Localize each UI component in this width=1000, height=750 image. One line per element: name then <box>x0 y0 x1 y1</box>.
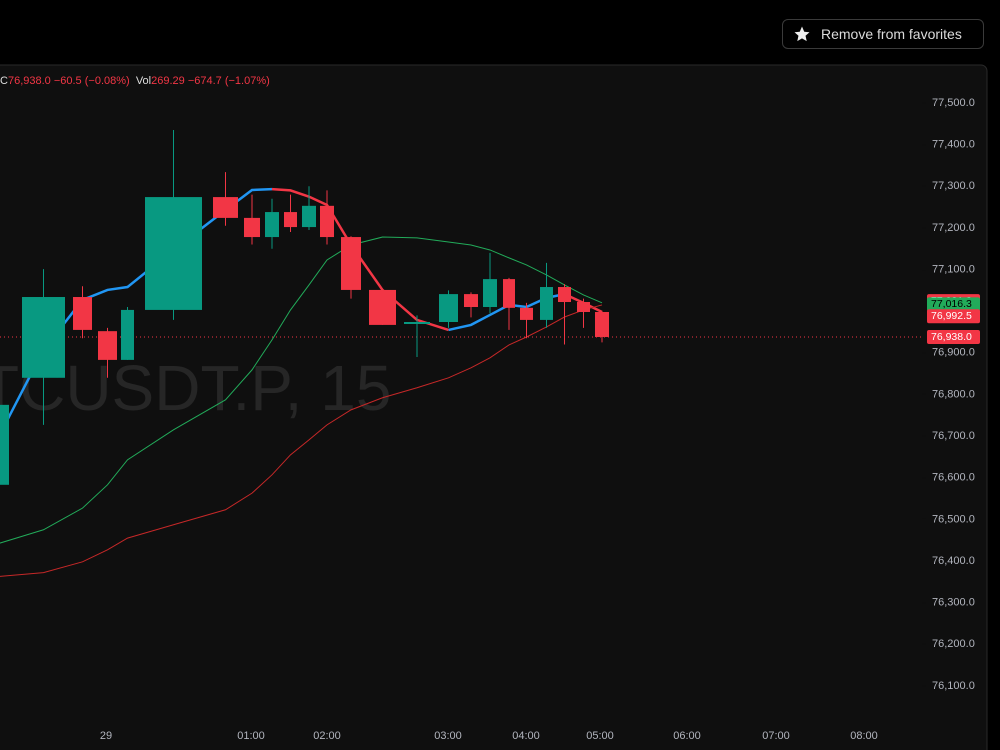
candle-body <box>244 217 260 238</box>
candle-body <box>320 205 334 238</box>
legend-value: −60.5 (−0.08%) <box>53 75 130 87</box>
y-tick-label: 77,300.0 <box>932 180 975 192</box>
favorite-button[interactable]: Remove from favorites <box>782 19 984 49</box>
candle-body <box>577 302 590 313</box>
x-tick-label: 02:00 <box>313 730 341 742</box>
price-tag-label: 77,016.3 <box>931 298 972 310</box>
legend-value: 76,938.0 <box>7 75 51 87</box>
candle-body <box>483 279 497 308</box>
indicator-line <box>0 236 603 544</box>
x-tick-label: 06:00 <box>673 730 701 742</box>
legend-label: Vol <box>135 75 152 87</box>
y-tick-label: 76,100.0 <box>932 680 975 692</box>
legend-value: −674.7 (−1.07%) <box>187 75 270 87</box>
y-tick-label: 76,800.0 <box>932 388 975 400</box>
y-tick-label: 76,400.0 <box>932 555 975 567</box>
x-tick-label: 08:00 <box>850 730 878 742</box>
candle-body <box>540 287 553 320</box>
x-tick-label: 05:00 <box>586 730 614 742</box>
candle-body <box>213 197 238 218</box>
candle-body <box>265 212 279 238</box>
indicator-line <box>0 304 603 577</box>
price-tag <box>927 309 980 324</box>
y-tick-label: 76,500.0 <box>932 513 975 525</box>
candle-body <box>341 237 361 290</box>
x-tick-label: 03:00 <box>434 730 462 742</box>
x-tick-label: 04:00 <box>512 730 540 742</box>
ohlc-legend: C76,938.0 −60.5 (−0.08%) Vol269.29 −674.… <box>0 75 270 87</box>
y-tick-label: 77,400.0 <box>932 139 975 151</box>
candle-body <box>558 287 571 303</box>
x-tick-label: 07:00 <box>762 730 790 742</box>
candle-body <box>73 297 92 330</box>
candle-body <box>503 279 515 308</box>
candle-body <box>284 212 297 228</box>
price-tag <box>927 297 980 312</box>
candle-body <box>98 331 117 360</box>
y-tick-label: 77,100.0 <box>932 263 975 275</box>
price-tag-label: 76,938.0 <box>931 331 972 343</box>
candle-body <box>22 297 65 378</box>
candle-body <box>145 197 202 310</box>
price-tag-label: 76,992.5 <box>931 310 972 322</box>
x-tick-label: 29 <box>100 730 112 742</box>
legend-value: 269.29 <box>151 75 185 87</box>
y-tick-label: 76,700.0 <box>932 430 975 442</box>
y-tick-label: 76,600.0 <box>932 472 975 484</box>
candle-body <box>0 404 9 485</box>
y-tick-label: 77,500.0 <box>932 97 975 109</box>
y-tick-label: 77,200.0 <box>932 222 975 234</box>
candle-body <box>121 309 134 360</box>
watermark: TCUSDT.P, 15 <box>0 352 391 424</box>
candle-body <box>404 321 430 324</box>
y-tick-label: 76,900.0 <box>932 347 975 359</box>
candle-body <box>520 307 533 320</box>
candle-body <box>439 294 458 322</box>
y-tick-label: 76,200.0 <box>932 638 975 650</box>
button-label: Remove from favorites <box>821 26 962 42</box>
star-icon <box>794 26 810 42</box>
price-tag <box>927 329 980 344</box>
legend-label: C <box>0 75 8 87</box>
candle-body <box>595 312 609 337</box>
candle-body <box>369 289 396 325</box>
candle-body <box>464 294 478 308</box>
x-tick-label: 01:00 <box>237 730 265 742</box>
y-tick-label: 76,300.0 <box>932 597 975 609</box>
candle-body <box>302 205 316 228</box>
